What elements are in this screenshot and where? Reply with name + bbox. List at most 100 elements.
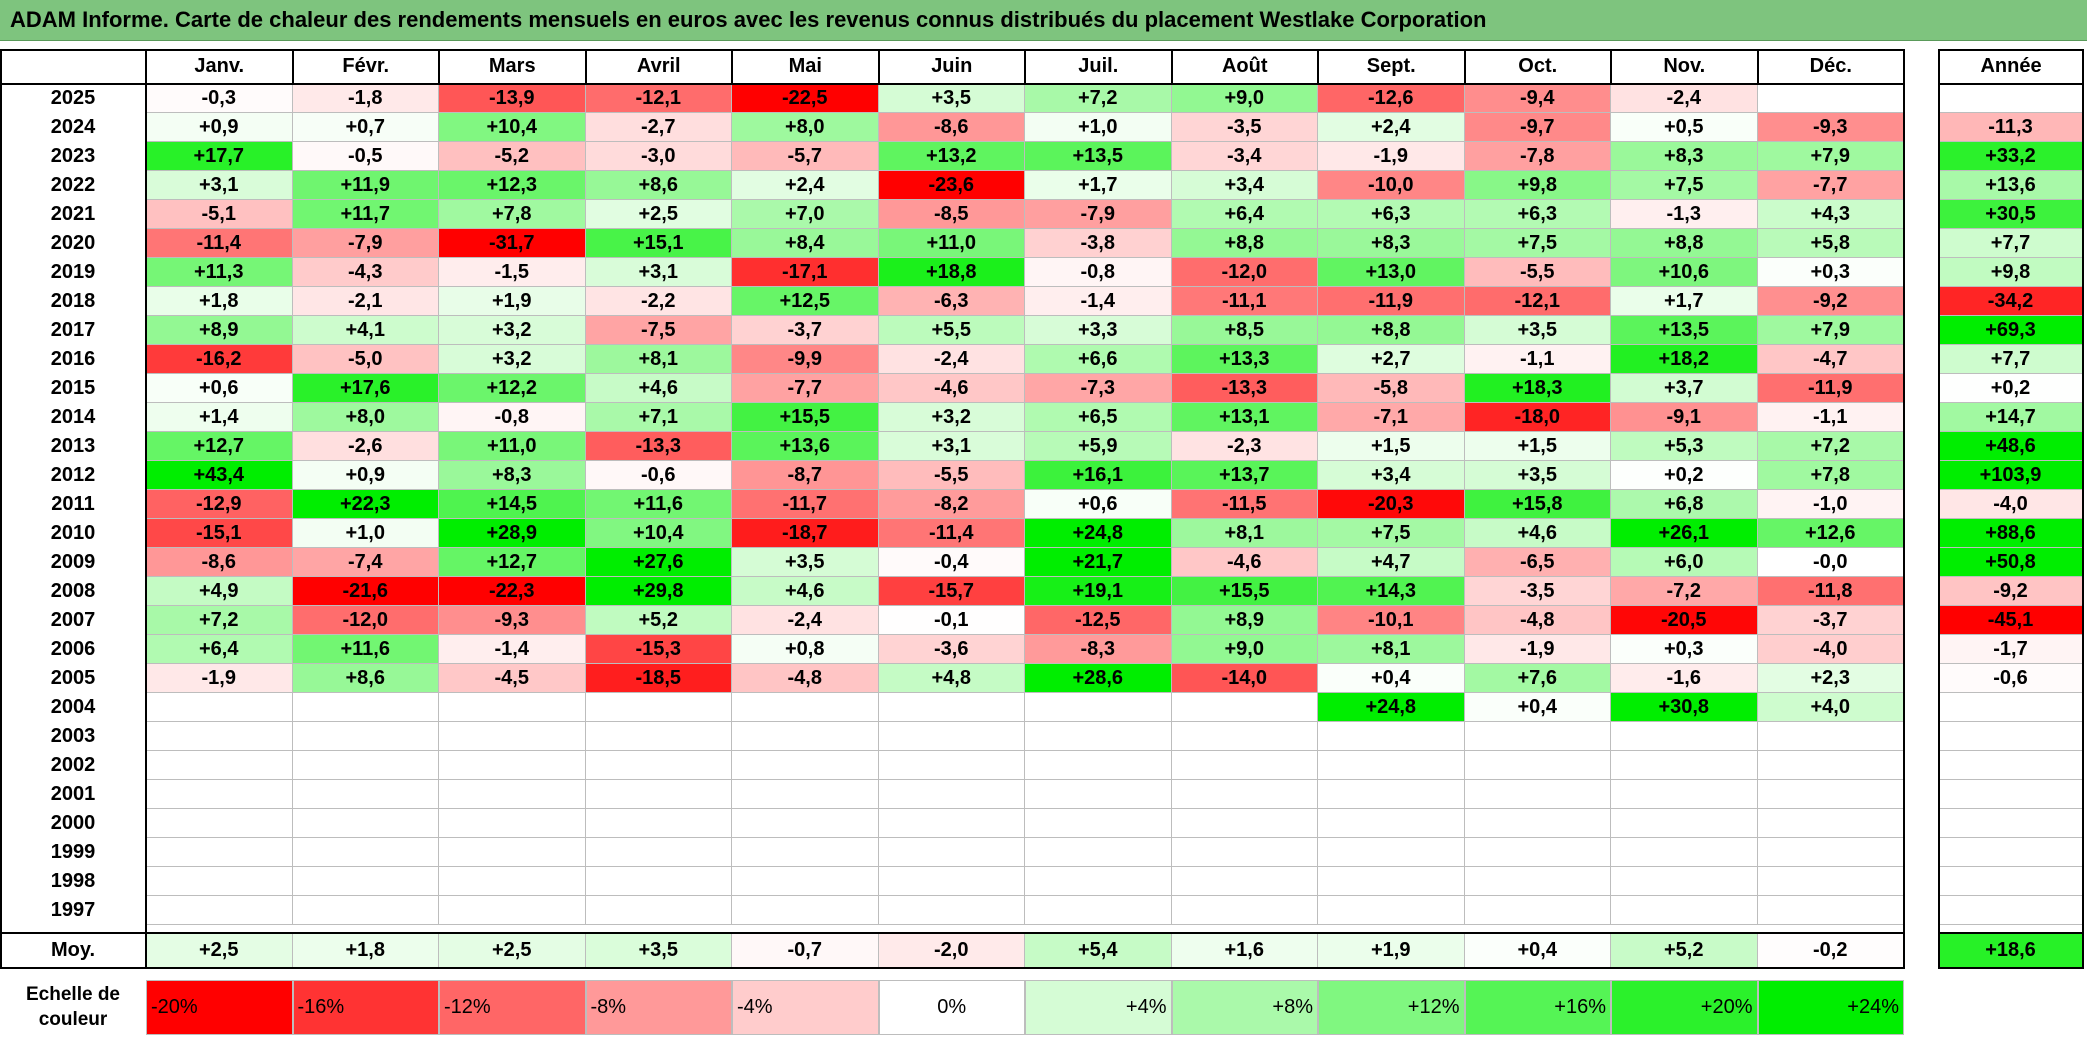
heatmap-cell: +3,2 bbox=[439, 316, 586, 345]
heatmap-cell: +5,9 bbox=[1025, 432, 1172, 461]
month-header: Avril bbox=[585, 49, 732, 84]
heatmap-cell: +3,2 bbox=[878, 403, 1025, 432]
heatmap-cell: +12,2 bbox=[439, 374, 586, 403]
heatmap-cell bbox=[1025, 780, 1172, 809]
heatmap-cell: +6,8 bbox=[1611, 490, 1758, 519]
heatmap-cell bbox=[878, 693, 1025, 722]
heatmap-cell: +4,9 bbox=[146, 577, 293, 606]
average-label: Moy. bbox=[50, 939, 96, 961]
year-label: 2008 bbox=[50, 580, 96, 602]
month-header: Mars bbox=[439, 49, 586, 84]
heatmap-cell bbox=[1025, 867, 1172, 896]
heatmap-cell: -9,4 bbox=[1464, 84, 1611, 113]
heatmap-cell: -2,6 bbox=[292, 432, 439, 461]
month-header: Août bbox=[1171, 49, 1318, 84]
heatmap-cell: -1,3 bbox=[1611, 200, 1758, 229]
heatmap-cell bbox=[1171, 896, 1318, 925]
heatmap-cell: +3,5 bbox=[1464, 461, 1611, 490]
heatmap-cell bbox=[1757, 838, 1904, 867]
color-scale-step: +4% bbox=[1025, 980, 1172, 1035]
average-cell: -0,7 bbox=[732, 933, 879, 968]
heatmap-cell: -2,2 bbox=[585, 287, 732, 316]
annual-cell: +7,7 bbox=[1938, 229, 2084, 258]
heatmap-cell: +0,2 bbox=[1611, 461, 1758, 490]
month-header: Janv. bbox=[146, 49, 293, 84]
heatmap-cell: -12,9 bbox=[146, 490, 293, 519]
heatmap-cell: -1,9 bbox=[1464, 635, 1611, 664]
year-label: 2014 bbox=[50, 406, 96, 428]
annual-cell: +69,3 bbox=[1938, 316, 2084, 345]
heatmap-cell: +15,1 bbox=[585, 229, 732, 258]
heatmap-cell: +8,1 bbox=[1171, 519, 1318, 548]
year-label: 1999 bbox=[50, 841, 96, 863]
heatmap-cell bbox=[292, 693, 439, 722]
heatmap-cell: +7,8 bbox=[439, 200, 586, 229]
annual-cell: +30,5 bbox=[1938, 200, 2084, 229]
heatmap-cell bbox=[732, 838, 879, 867]
heatmap-cell: -9,3 bbox=[439, 606, 586, 635]
heatmap-cell: -11,8 bbox=[1757, 577, 1904, 606]
heatmap-cell bbox=[1611, 751, 1758, 780]
heatmap-cell: -1,9 bbox=[146, 664, 293, 693]
annual-cell: +14,7 bbox=[1938, 403, 2084, 432]
heatmap-cell bbox=[1025, 809, 1172, 838]
heatmap-cell bbox=[1611, 838, 1758, 867]
heatmap-cell bbox=[1611, 722, 1758, 751]
heatmap-cell bbox=[585, 722, 732, 751]
year-label: 2018 bbox=[50, 290, 96, 312]
annual-cell: -9,2 bbox=[1938, 577, 2084, 606]
heatmap-cell: +30,8 bbox=[1611, 693, 1758, 722]
year-label: 2009 bbox=[50, 551, 96, 573]
year-label: 2017 bbox=[50, 319, 96, 341]
heatmap-cell: +11,6 bbox=[292, 635, 439, 664]
heatmap-cell: +3,4 bbox=[1171, 171, 1318, 200]
heatmap-cell bbox=[439, 751, 586, 780]
heatmap-cell: +14,3 bbox=[1318, 577, 1465, 606]
color-scale-step: +8% bbox=[1171, 980, 1318, 1035]
heatmap-cell: +22,3 bbox=[292, 490, 439, 519]
heatmap-cell bbox=[1757, 867, 1904, 896]
heatmap-cell: +7,0 bbox=[732, 200, 879, 229]
heatmap-cell: +26,1 bbox=[1611, 519, 1758, 548]
heatmap-cell: +29,8 bbox=[585, 577, 732, 606]
heatmap-cell: -1,4 bbox=[1025, 287, 1172, 316]
heatmap-cell: +9,8 bbox=[1464, 171, 1611, 200]
annual-cell: -1,7 bbox=[1938, 635, 2084, 664]
heatmap-cell: -3,5 bbox=[1171, 113, 1318, 142]
heatmap-cell: +6,3 bbox=[1464, 200, 1611, 229]
heatmap-cell: +7,1 bbox=[585, 403, 732, 432]
heatmap-cell bbox=[732, 693, 879, 722]
heatmap-cell: +15,8 bbox=[1464, 490, 1611, 519]
heatmap-cell: -1,8 bbox=[292, 84, 439, 113]
heatmap-cell: +0,4 bbox=[1464, 693, 1611, 722]
heatmap-cell: +7,2 bbox=[1025, 84, 1172, 113]
heatmap-cell: +3,5 bbox=[1464, 316, 1611, 345]
annual-header-divider bbox=[1938, 83, 2084, 85]
annual-cell bbox=[1938, 867, 2084, 896]
heatmap-cell: +11,9 bbox=[292, 171, 439, 200]
heatmap-cell: +1,0 bbox=[1025, 113, 1172, 142]
annual-cell bbox=[1938, 780, 2084, 809]
heatmap-cell: +7,8 bbox=[1757, 461, 1904, 490]
heatmap-cell bbox=[1318, 751, 1465, 780]
color-scale-step: +12% bbox=[1318, 980, 1465, 1035]
year-label: 2007 bbox=[50, 609, 96, 631]
heatmap-cell bbox=[1464, 896, 1611, 925]
heatmap-cell bbox=[1611, 867, 1758, 896]
average-cell: +1,6 bbox=[1171, 933, 1318, 968]
heatmap-cell: +3,1 bbox=[585, 258, 732, 287]
year-label: 2002 bbox=[50, 754, 96, 776]
heatmap-cell: -5,2 bbox=[439, 142, 586, 171]
heatmap-cell: +14,5 bbox=[439, 490, 586, 519]
heatmap-cell: -2,4 bbox=[1611, 84, 1758, 113]
heatmap-cell bbox=[1171, 722, 1318, 751]
heatmap-cell: -18,5 bbox=[585, 664, 732, 693]
heatmap-cell bbox=[146, 722, 293, 751]
heatmap-cell: -4,7 bbox=[1757, 345, 1904, 374]
year-label: 2015 bbox=[50, 377, 96, 399]
color-scale-step: -16% bbox=[292, 980, 439, 1035]
heatmap-cell: +13,3 bbox=[1171, 345, 1318, 374]
heatmap-cell: +3,5 bbox=[878, 84, 1025, 113]
year-label: 2006 bbox=[50, 638, 96, 660]
heatmap-cell bbox=[292, 838, 439, 867]
